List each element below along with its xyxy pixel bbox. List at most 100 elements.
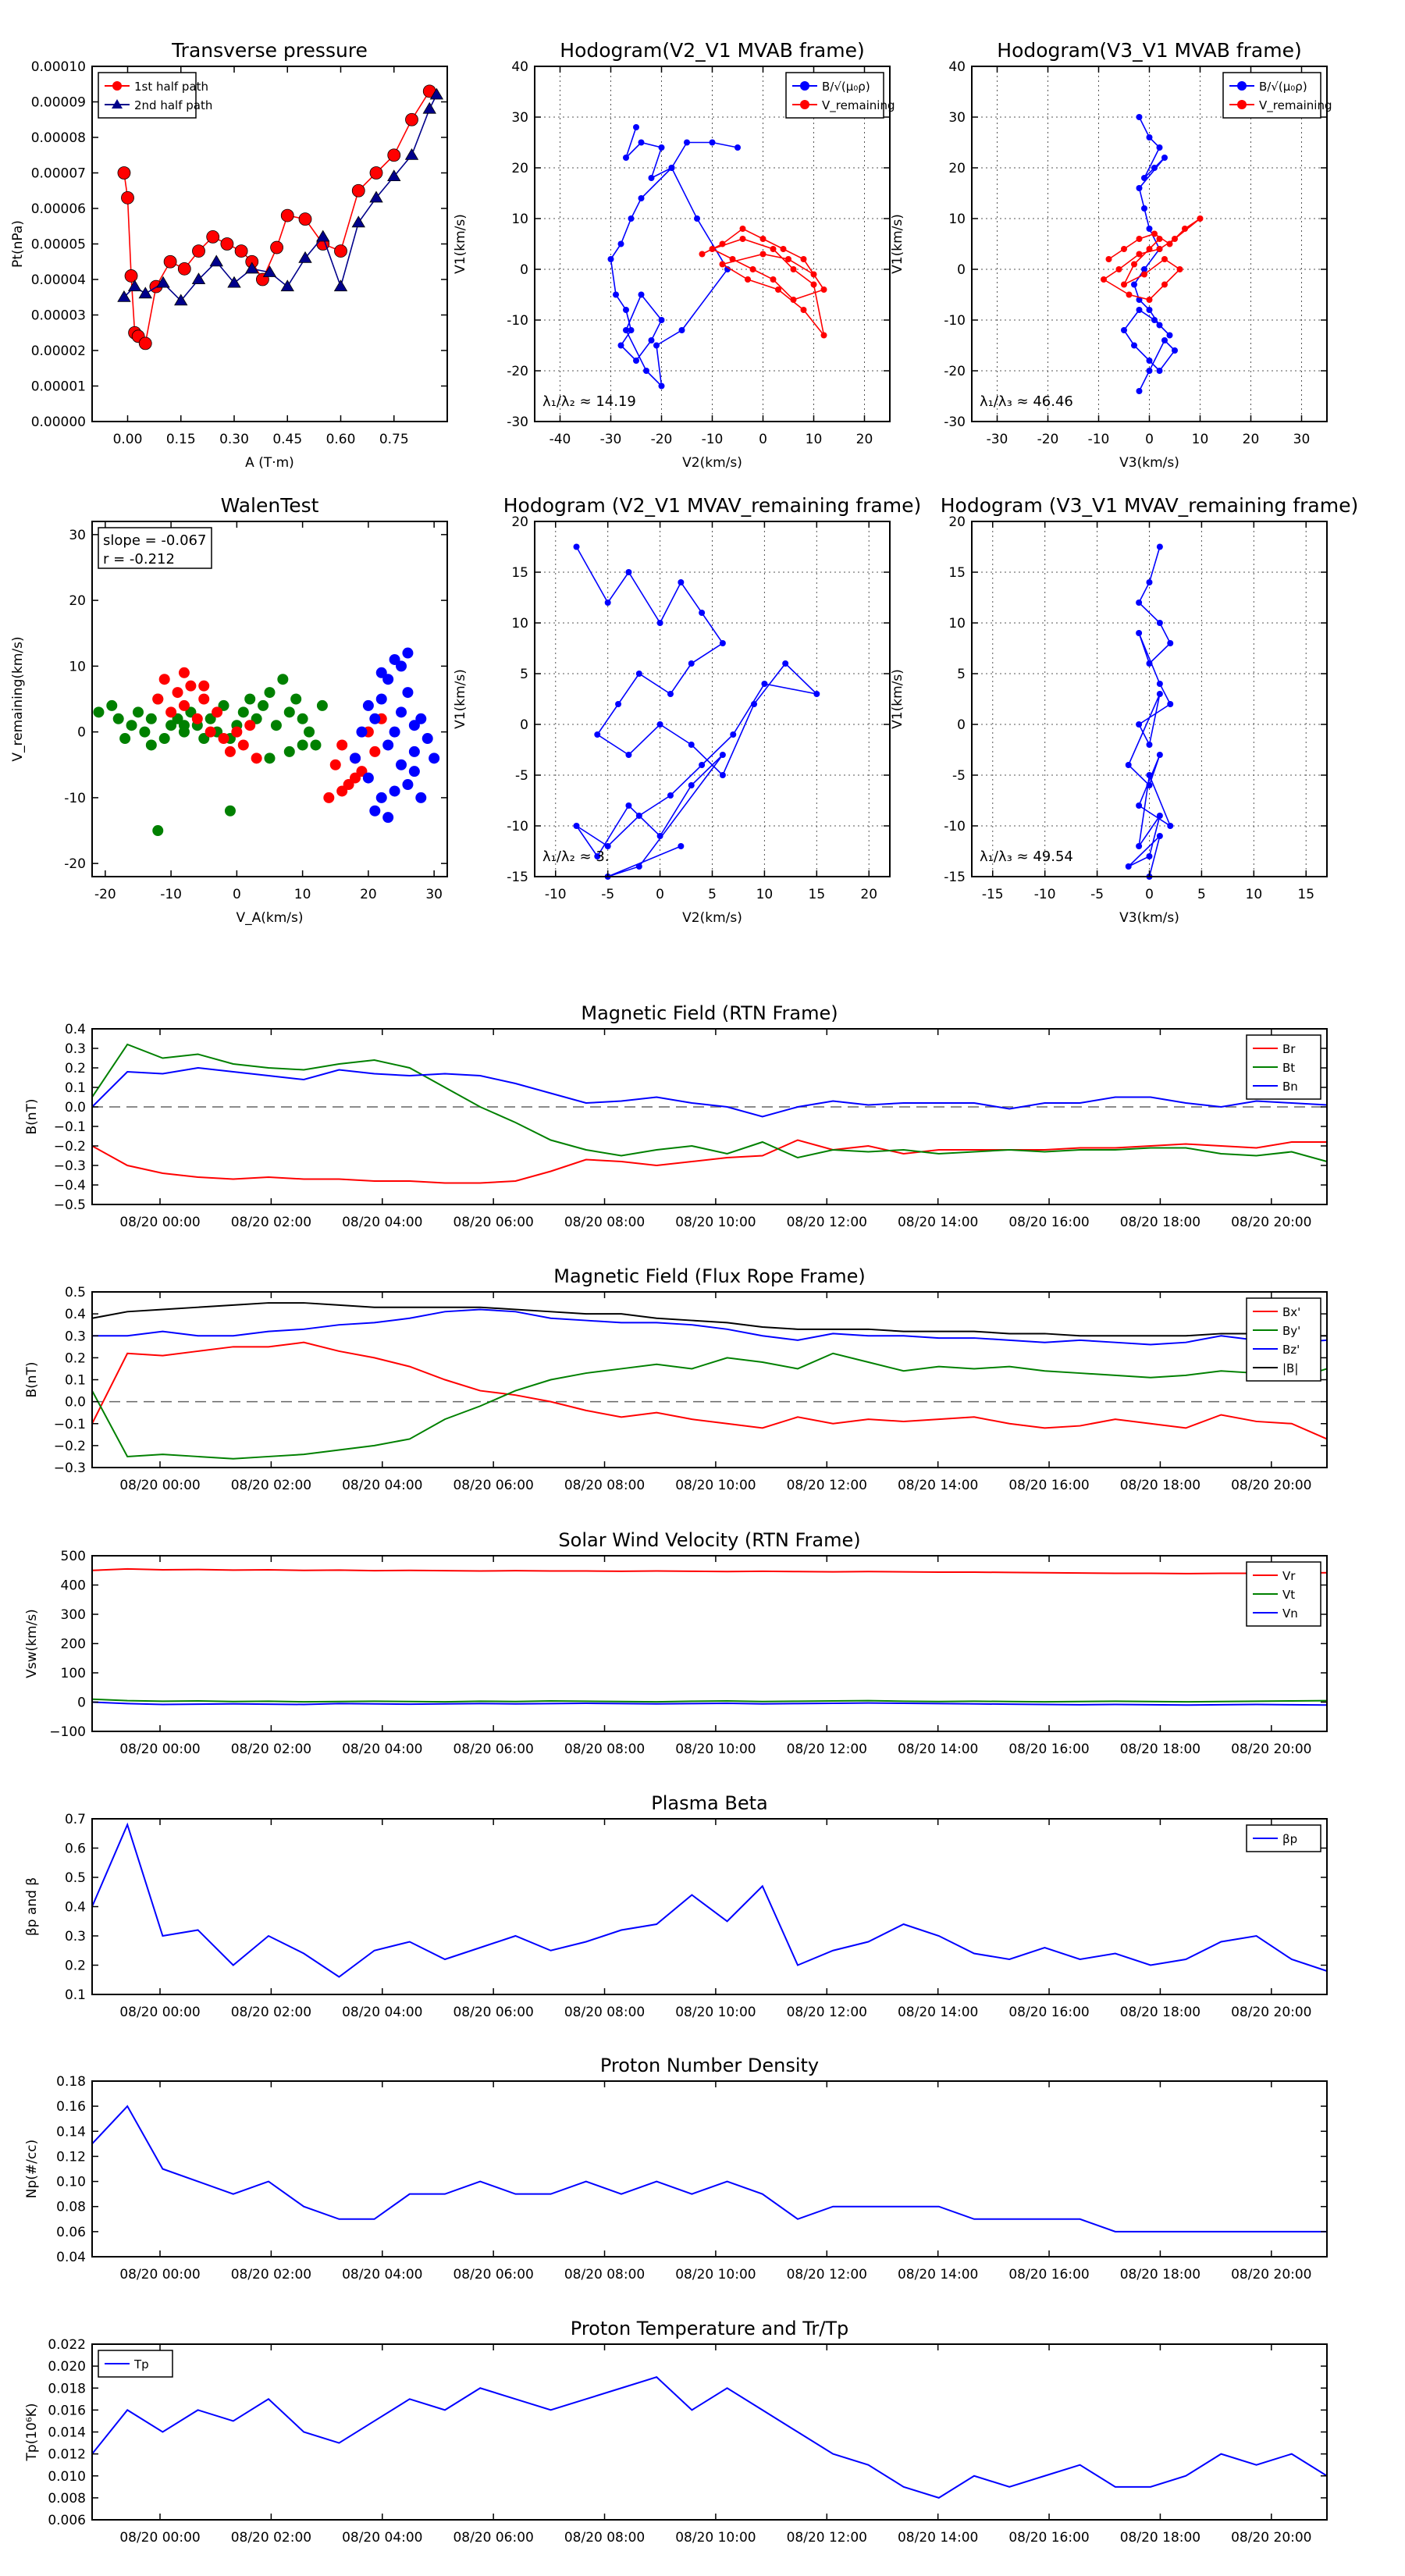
data-point bbox=[1156, 620, 1163, 626]
x-axis-label: V3(km/s) bbox=[1119, 455, 1179, 471]
data-point bbox=[1146, 782, 1153, 788]
data-point bbox=[820, 286, 827, 293]
data-point bbox=[350, 772, 361, 784]
y-tick-label: 0.00001 bbox=[31, 379, 86, 395]
data-point bbox=[408, 745, 420, 757]
x-tick-label: 30 bbox=[1293, 432, 1311, 447]
legend-label: Vr bbox=[1282, 1569, 1296, 1583]
series-line-0 bbox=[91, 1822, 1328, 1978]
y-tick-label: 0.04 bbox=[56, 2250, 86, 2265]
data-point bbox=[209, 254, 223, 267]
data-point bbox=[790, 297, 797, 303]
data-point bbox=[277, 674, 289, 685]
data-point bbox=[761, 681, 768, 687]
y-tick-label: 0.00002 bbox=[31, 343, 86, 359]
data-point bbox=[604, 843, 611, 849]
data-point bbox=[1151, 230, 1158, 237]
data-point bbox=[623, 307, 629, 313]
eigenvalue-ratio: λ₁/λ₃ ≈ 49.54 bbox=[980, 849, 1073, 865]
x-tick-label: 08/20 14:00 bbox=[898, 1215, 978, 1230]
y-tick-label: 0.0 bbox=[65, 1395, 86, 1411]
legend-marker bbox=[1237, 100, 1247, 109]
series-line-0 bbox=[91, 2376, 1328, 2499]
x-tick-label: 08/20 02:00 bbox=[231, 1478, 311, 1493]
legend-marker bbox=[800, 81, 809, 91]
data-point bbox=[1146, 297, 1153, 303]
x-tick-label: -10 bbox=[160, 887, 182, 902]
x-tick-label: 08/20 14:00 bbox=[898, 1742, 978, 1757]
y-tick-label: 15 bbox=[511, 565, 528, 581]
data-point bbox=[648, 175, 655, 181]
y-tick-label: −0.5 bbox=[54, 1197, 86, 1213]
fit-stats-box bbox=[98, 527, 212, 569]
series-line-0 bbox=[91, 2105, 1327, 2233]
data-point bbox=[759, 236, 767, 242]
data-point bbox=[623, 327, 629, 333]
y-tick-label: 0.00004 bbox=[31, 272, 86, 288]
data-point bbox=[780, 246, 787, 252]
x-tick-label: 08/20 06:00 bbox=[453, 1742, 533, 1757]
data-point bbox=[684, 139, 690, 146]
chart-title: Hodogram(V3_V1 MVAB frame) bbox=[997, 39, 1301, 62]
data-point bbox=[1141, 205, 1147, 212]
data-point bbox=[405, 112, 418, 126]
y-tick-label: 0.6 bbox=[65, 1841, 86, 1857]
legend-label: By' bbox=[1282, 1324, 1300, 1338]
data-point bbox=[408, 766, 420, 777]
y-axis-label: Tp(10⁶K) bbox=[24, 2403, 40, 2461]
y-tick-label: 0.014 bbox=[48, 2425, 86, 2441]
data-point bbox=[1156, 368, 1163, 374]
data-point bbox=[264, 687, 276, 699]
x-axis-label: V2(km/s) bbox=[682, 455, 742, 471]
x-tick-label: -30 bbox=[987, 432, 1008, 447]
data-point bbox=[227, 276, 241, 288]
y-tick-label: 100 bbox=[61, 1666, 86, 1681]
y-tick-label: −0.3 bbox=[54, 1461, 86, 1476]
data-point bbox=[191, 713, 203, 724]
legend-label: Bt bbox=[1282, 1061, 1295, 1075]
data-point bbox=[1146, 246, 1153, 252]
data-point bbox=[283, 745, 295, 757]
y-tick-label: 0.00005 bbox=[31, 237, 86, 253]
x-tick-label: 08/20 04:00 bbox=[342, 1215, 422, 1230]
data-point bbox=[607, 256, 614, 262]
data-point bbox=[1167, 701, 1174, 707]
x-tick-label: 08/20 16:00 bbox=[1008, 2267, 1089, 2282]
plot-frame bbox=[534, 521, 891, 877]
data-point bbox=[206, 229, 220, 244]
y-tick-label: 0.16 bbox=[56, 2099, 86, 2115]
data-point bbox=[404, 148, 419, 160]
series-line-1 bbox=[91, 1043, 1328, 1162]
y-tick-label: −0.2 bbox=[54, 1439, 86, 1454]
x-tick-label: 08/20 04:00 bbox=[342, 2005, 422, 2020]
y-tick-label: 0.012 bbox=[48, 2447, 86, 2463]
chart-np: Proton Number Density 0.04 0.06 0.08 0.10 0.1… bbox=[24, 2055, 1328, 2282]
data-point bbox=[389, 726, 400, 738]
chart-h2: Hodogram(V3_V1 MVAB frame) -30 -20 -10 0 10 20… bbox=[890, 39, 1332, 471]
data-point bbox=[106, 699, 118, 711]
x-tick-label: 08/20 16:00 bbox=[1008, 1478, 1089, 1493]
y-axis-label: V1(km/s) bbox=[890, 669, 905, 729]
legend-label: Tp bbox=[133, 2357, 149, 2371]
y-axis-label: B(nT) bbox=[24, 1361, 40, 1397]
data-point bbox=[264, 753, 276, 764]
data-point bbox=[1136, 721, 1143, 728]
y-tick-label: 0.00003 bbox=[31, 308, 86, 324]
y-tick-label: -30 bbox=[944, 415, 966, 430]
x-tick-label: 08/20 00:00 bbox=[119, 1478, 200, 1493]
data-point bbox=[1156, 813, 1163, 819]
data-point bbox=[138, 336, 152, 350]
data-point bbox=[633, 358, 639, 364]
data-point bbox=[316, 229, 330, 242]
data-point bbox=[1125, 762, 1132, 768]
legend-label: Br bbox=[1282, 1042, 1296, 1056]
data-point bbox=[336, 739, 348, 751]
data-point bbox=[1136, 236, 1143, 242]
data-point bbox=[759, 251, 767, 258]
data-point bbox=[177, 262, 191, 276]
x-tick-label: 08/20 14:00 bbox=[898, 2005, 978, 2020]
data-point bbox=[152, 825, 164, 837]
x-tick-label: 08/20 20:00 bbox=[1231, 1742, 1311, 1757]
data-point bbox=[132, 706, 144, 718]
x-tick-label: 0 bbox=[759, 432, 767, 447]
